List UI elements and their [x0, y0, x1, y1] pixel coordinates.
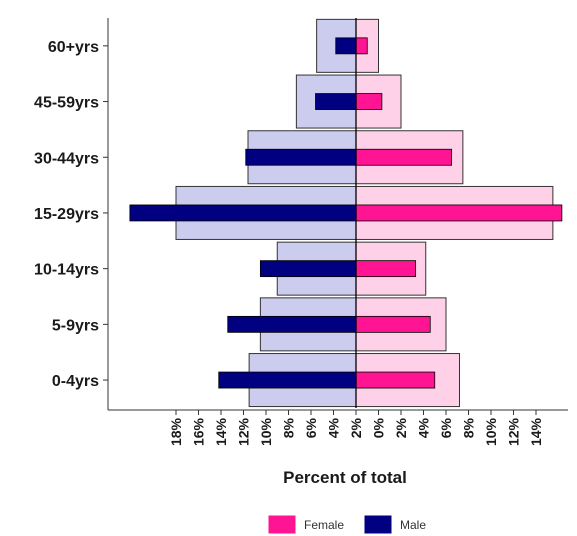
legend-swatch-female: [267, 514, 297, 535]
x-tick-label: 8%: [461, 417, 477, 438]
bar-male: [259, 260, 357, 278]
bar-male: [129, 204, 357, 222]
x-tick-label: 12%: [506, 417, 522, 446]
bar-male: [335, 37, 357, 55]
bar-female: [355, 204, 563, 222]
y-tick-label: 10-14yrs: [34, 262, 99, 279]
x-tick-label: 2%: [348, 417, 364, 438]
bar-female: [355, 260, 417, 278]
legend-swatch-male: [363, 514, 393, 535]
bar-male: [245, 148, 357, 166]
x-tick-label: 4%: [416, 417, 432, 438]
bar-female: [355, 315, 431, 333]
y-axis-ticks: 60+yrs 45-59yrs 30-44yrs 15-29yrs 10-14yrs 5-…: [34, 39, 108, 390]
y-tick-label: 30-44yrs: [34, 150, 99, 167]
data-bars-group: [129, 37, 563, 389]
bar-male: [315, 93, 357, 110]
x-tick-label: 12%: [236, 417, 252, 446]
x-axis-title: Percent of total: [283, 468, 407, 487]
x-tick-label: 14%: [528, 417, 544, 446]
bar-female: [355, 37, 368, 55]
x-tick-label: 2%: [393, 417, 409, 438]
y-tick-label: 5-9yrs: [52, 317, 99, 334]
x-tick-label: 10%: [483, 417, 499, 446]
legend: Female Male: [267, 514, 426, 535]
x-tick-label: 0%: [371, 417, 387, 438]
y-tick-label: 60+yrs: [48, 39, 99, 56]
bar-male: [227, 315, 357, 333]
y-tick-label: 0-4yrs: [52, 373, 99, 390]
x-tick-label: 14%: [213, 417, 229, 446]
legend-label-female: Female: [304, 518, 344, 532]
bar-female: [355, 93, 383, 110]
x-axis-ticks: 18% 16% 14% 12% 10% 8% 6% 4% 2% 0% 2% 4% 6% 8% 10% 12% 1…: [168, 410, 544, 446]
bar-male: [218, 371, 357, 389]
bar-female: [355, 148, 453, 166]
y-tick-label: 45-59yrs: [34, 95, 99, 112]
x-tick-label: 6%: [303, 417, 319, 438]
bar-female: [355, 371, 436, 389]
x-tick-label: 6%: [438, 417, 454, 438]
x-tick-label: 8%: [281, 417, 297, 438]
x-tick-label: 16%: [191, 417, 207, 446]
legend-label-male: Male: [400, 518, 426, 532]
x-tick-label: 10%: [258, 417, 274, 446]
x-tick-label: 18%: [168, 417, 184, 446]
x-tick-label: 4%: [326, 417, 342, 438]
y-tick-label: 15-29yrs: [34, 206, 99, 223]
